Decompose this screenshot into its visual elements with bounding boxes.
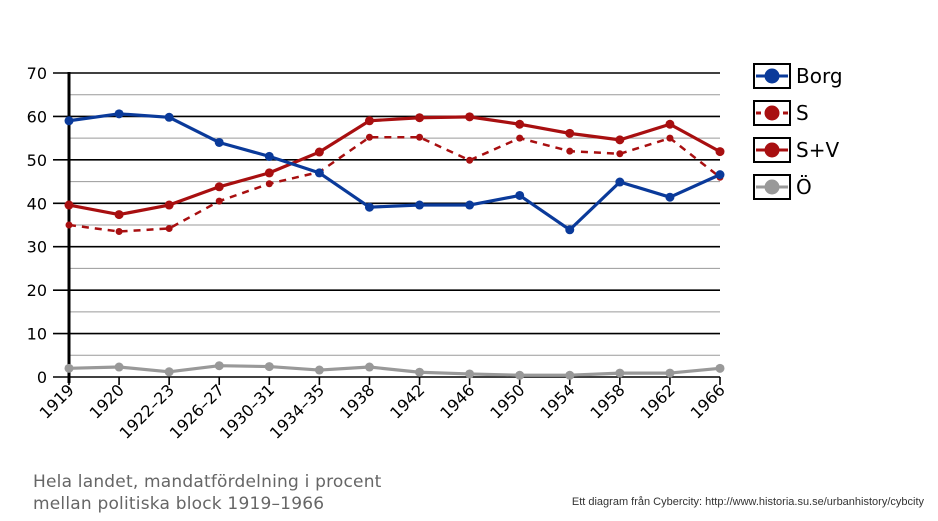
data-point-S+V (164, 200, 174, 210)
data-point-S (516, 134, 524, 142)
data-point-Borg (715, 170, 725, 180)
y-tick-label: 10 (27, 325, 47, 344)
data-point-Ö (615, 368, 625, 378)
legend-swatch-marker (764, 179, 780, 195)
data-point-S+V (214, 182, 224, 192)
data-point-Ö (264, 362, 274, 372)
data-point-Borg (164, 112, 174, 122)
legend-label: S (796, 101, 809, 125)
x-tick-label: 1946 (436, 380, 478, 422)
series-line-Ö (68, 364, 721, 377)
legend-label: Borg (796, 64, 843, 88)
legend-swatch-marker (764, 68, 780, 84)
series-line-Borg (68, 112, 721, 232)
x-tick-label: 1962 (637, 380, 679, 422)
data-point-Borg (465, 200, 475, 210)
data-point-S (215, 197, 223, 205)
legend-label: S+V (796, 138, 839, 162)
x-tick-label: 1954 (536, 380, 578, 422)
data-point-S (65, 221, 73, 229)
data-point-Ö (314, 365, 324, 375)
data-point-Ö (114, 362, 124, 372)
x-tick-label: 1934–35 (266, 380, 328, 442)
data-point-S (365, 133, 373, 141)
data-point-Borg (415, 200, 425, 210)
data-point-S+V (64, 200, 74, 210)
data-point-Ö (214, 361, 224, 371)
y-tick-label: 40 (27, 194, 47, 213)
data-point-Ö (465, 369, 475, 379)
data-point-S (466, 156, 474, 164)
chart-caption: Hela landet, mandatfördelning i procent … (33, 471, 382, 515)
data-point-S+V (715, 147, 725, 157)
data-point-Borg (615, 177, 625, 187)
data-point-S+V (114, 210, 124, 220)
caption-line-2: mellan politiska block 1919–1966 (33, 494, 325, 514)
legend-swatch-marker (764, 105, 780, 121)
legend-swatch-marker (764, 142, 780, 158)
data-point-S+V (264, 168, 274, 178)
data-point-S (566, 147, 574, 155)
x-tick-label: 1938 (336, 380, 378, 422)
y-tick-label: 30 (27, 238, 47, 257)
x-tick-label: 1966 (687, 380, 729, 422)
data-point-S+V (565, 128, 575, 138)
data-point-Borg (515, 190, 525, 200)
data-point-S+V (364, 116, 374, 126)
data-point-Borg (214, 137, 224, 147)
data-point-Ö (715, 363, 725, 373)
data-point-Borg (114, 109, 124, 119)
data-point-Borg (64, 116, 74, 126)
data-point-Ö (565, 370, 575, 380)
data-point-S (666, 134, 674, 142)
data-point-S+V (314, 147, 324, 157)
data-point-S+V (465, 112, 475, 122)
data-point-Borg (665, 192, 675, 202)
data-point-Ö (164, 367, 174, 377)
x-tick-label: 1958 (586, 380, 628, 422)
series-line-S (68, 136, 721, 233)
data-point-Borg (565, 225, 575, 235)
data-point-Borg (264, 151, 274, 161)
series-line-S+V (68, 115, 721, 217)
y-tick-label: 20 (27, 281, 47, 300)
data-point-S (416, 133, 424, 141)
x-tick-label: 1920 (86, 380, 128, 422)
data-point-S+V (615, 135, 625, 145)
data-point-Borg (314, 168, 324, 178)
data-point-S (165, 224, 173, 232)
data-point-S (265, 180, 273, 188)
data-point-Ö (415, 367, 425, 377)
y-tick-label: 0 (37, 368, 47, 387)
data-point-S+V (665, 119, 675, 129)
data-point-Borg (364, 202, 374, 212)
y-tick-label: 70 (27, 64, 47, 83)
y-tick-label: 60 (27, 107, 47, 126)
data-point-Ö (515, 370, 525, 380)
x-tick-label: 1942 (386, 380, 428, 422)
data-point-S+V (415, 113, 425, 123)
data-point-S (115, 228, 123, 236)
caption-line-1: Hela landet, mandatfördelning i procent (33, 472, 382, 492)
data-point-S+V (515, 119, 525, 129)
y-tick-label: 50 (27, 151, 47, 170)
data-point-S (616, 150, 624, 158)
x-tick-label: 1950 (486, 380, 528, 422)
credit-text: Ett diagram från Cybercity: http://www.h… (571, 496, 924, 508)
legend-label: Ö (796, 175, 812, 199)
data-point-Ö (665, 368, 675, 378)
data-point-Ö (64, 363, 74, 373)
data-point-Ö (364, 362, 374, 372)
